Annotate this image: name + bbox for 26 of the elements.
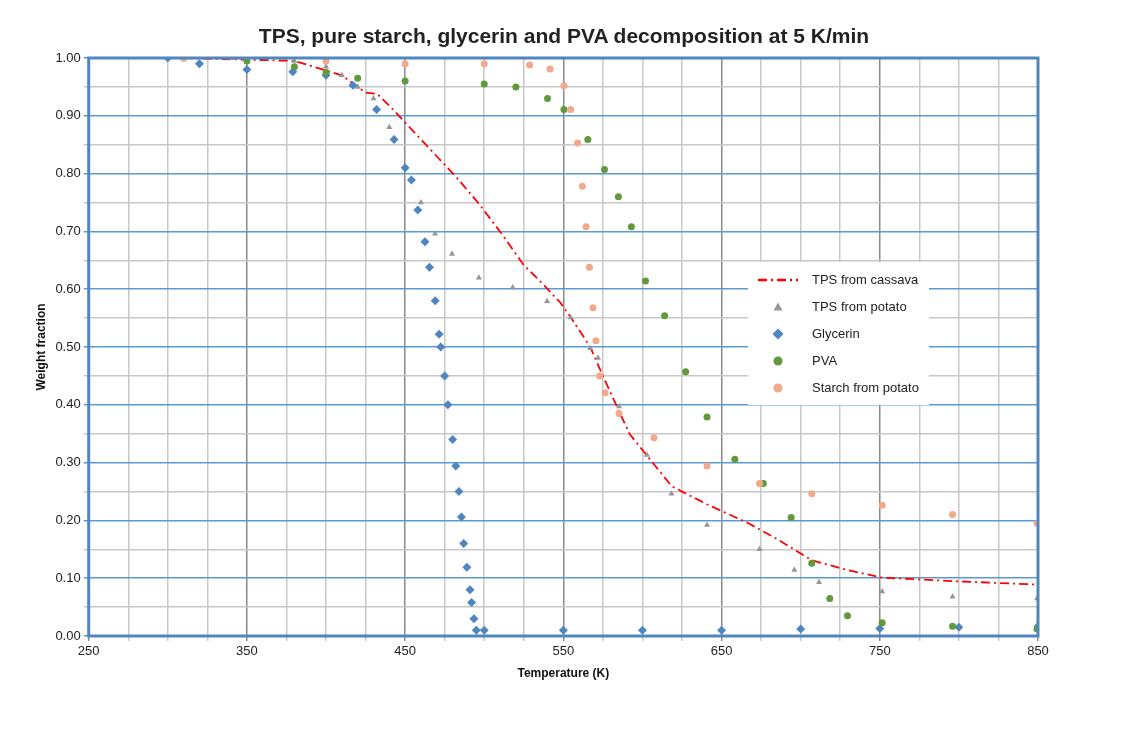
y-tick-label: 0.00 bbox=[55, 627, 81, 643]
y-tick-label: 0.20 bbox=[55, 511, 81, 527]
y-tick-label: 0.80 bbox=[55, 165, 81, 181]
y-tick-label: 0.70 bbox=[55, 222, 81, 238]
legend-label: Starch from potato bbox=[812, 380, 919, 395]
x-tick-label: 450 bbox=[394, 643, 416, 659]
y-axis-title: Weight fraction bbox=[33, 303, 48, 391]
x-tick-label: 550 bbox=[552, 643, 575, 659]
legend-label: PVA bbox=[812, 353, 838, 368]
x-tick-label: 350 bbox=[236, 643, 258, 659]
x-tick-label: 850 bbox=[1027, 643, 1049, 659]
y-tick-label: 0.90 bbox=[55, 107, 81, 123]
chart-title: TPS, pure starch, glycerin and PVA decomposition at 5 K/min bbox=[257, 24, 871, 48]
legend-label: TPS from cassava bbox=[812, 272, 919, 287]
y-tick-label: 0.50 bbox=[55, 338, 81, 354]
legend-label: Glycerin bbox=[812, 326, 860, 341]
legend-label: TPS from potato bbox=[812, 299, 907, 314]
y-tick-label: 0.40 bbox=[55, 396, 81, 412]
y-tick-label: 0.60 bbox=[55, 280, 81, 296]
x-tick-label: 250 bbox=[77, 643, 100, 659]
x-tick-label: 750 bbox=[868, 643, 891, 659]
x-axis-title: Temperature (K) bbox=[517, 666, 610, 681]
y-tick-label: 0.30 bbox=[55, 454, 81, 470]
y-tick-label: 1.00 bbox=[55, 49, 81, 65]
x-tick-label: 650 bbox=[710, 643, 733, 659]
y-tick-label: 0.10 bbox=[55, 569, 81, 585]
